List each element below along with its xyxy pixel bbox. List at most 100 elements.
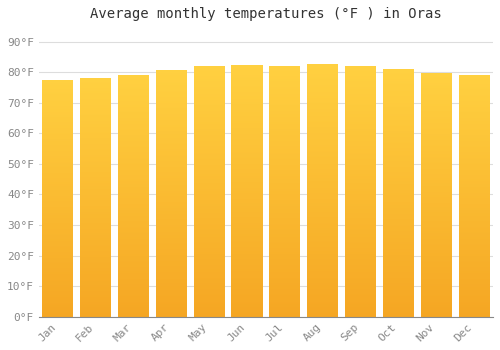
Bar	[194, 209, 224, 210]
Bar	[270, 93, 300, 95]
Bar	[307, 285, 338, 286]
Bar	[232, 170, 262, 172]
Bar	[345, 85, 376, 86]
Bar	[270, 88, 300, 89]
Bar	[458, 262, 490, 264]
Bar	[42, 150, 74, 151]
Bar	[194, 206, 224, 208]
Bar	[156, 256, 187, 258]
Bar	[270, 234, 300, 235]
Bar	[42, 184, 74, 185]
Bar	[458, 76, 490, 77]
Bar	[194, 133, 224, 134]
Bar	[383, 82, 414, 83]
Bar	[458, 237, 490, 238]
Bar	[270, 293, 300, 294]
Bar	[118, 249, 149, 250]
Bar	[421, 101, 452, 102]
Bar	[345, 174, 376, 175]
Bar	[307, 139, 338, 140]
Bar	[307, 113, 338, 114]
Bar	[383, 179, 414, 181]
Bar	[194, 189, 224, 190]
Bar	[80, 197, 111, 199]
Bar	[156, 260, 187, 261]
Bar	[232, 289, 262, 290]
Bar	[232, 264, 262, 265]
Bar	[194, 259, 224, 260]
Bar	[118, 140, 149, 141]
Bar	[118, 244, 149, 245]
Bar	[118, 303, 149, 305]
Bar	[458, 271, 490, 272]
Bar	[383, 158, 414, 160]
Bar	[458, 204, 490, 205]
Bar	[345, 225, 376, 226]
Bar	[458, 273, 490, 274]
Bar	[421, 280, 452, 281]
Bar	[307, 257, 338, 259]
Bar	[345, 116, 376, 118]
Bar	[383, 109, 414, 110]
Bar	[194, 247, 224, 248]
Bar	[383, 230, 414, 231]
Bar	[194, 301, 224, 302]
Bar	[156, 153, 187, 154]
Bar	[42, 188, 74, 189]
Bar	[232, 246, 262, 247]
Bar	[270, 273, 300, 274]
Bar	[307, 174, 338, 175]
Bar	[156, 107, 187, 108]
Bar	[345, 299, 376, 301]
Bar	[458, 108, 490, 110]
Bar	[345, 308, 376, 309]
Bar	[421, 239, 452, 240]
Bar	[42, 173, 74, 175]
Bar	[194, 124, 224, 125]
Bar	[232, 259, 262, 260]
Bar	[118, 259, 149, 260]
Bar	[307, 304, 338, 306]
Bar	[421, 278, 452, 279]
Bar	[42, 132, 74, 133]
Bar	[194, 108, 224, 110]
Bar	[42, 117, 74, 118]
Bar	[232, 178, 262, 179]
Bar	[421, 234, 452, 235]
Bar	[270, 245, 300, 247]
Bar	[383, 146, 414, 147]
Bar	[270, 142, 300, 144]
Bar	[194, 188, 224, 189]
Bar	[307, 209, 338, 211]
Bar	[421, 235, 452, 236]
Bar	[80, 237, 111, 238]
Bar	[270, 224, 300, 225]
Bar	[270, 185, 300, 187]
Bar	[42, 241, 74, 242]
Bar	[194, 81, 224, 82]
Bar	[307, 227, 338, 228]
Bar	[307, 111, 338, 112]
Bar	[458, 134, 490, 135]
Bar	[345, 195, 376, 196]
Bar	[194, 204, 224, 205]
Bar	[270, 218, 300, 219]
Bar	[42, 102, 74, 104]
Bar	[80, 290, 111, 292]
Bar	[42, 128, 74, 130]
Bar	[307, 137, 338, 139]
Bar	[42, 259, 74, 260]
Bar	[118, 204, 149, 205]
Bar	[80, 209, 111, 211]
Bar	[232, 247, 262, 249]
Bar	[421, 252, 452, 253]
Bar	[118, 226, 149, 227]
Bar	[232, 313, 262, 314]
Bar	[80, 224, 111, 225]
Bar	[345, 223, 376, 224]
Bar	[232, 293, 262, 294]
Bar	[270, 114, 300, 115]
Bar	[458, 311, 490, 312]
Bar	[383, 155, 414, 156]
Bar	[42, 122, 74, 124]
